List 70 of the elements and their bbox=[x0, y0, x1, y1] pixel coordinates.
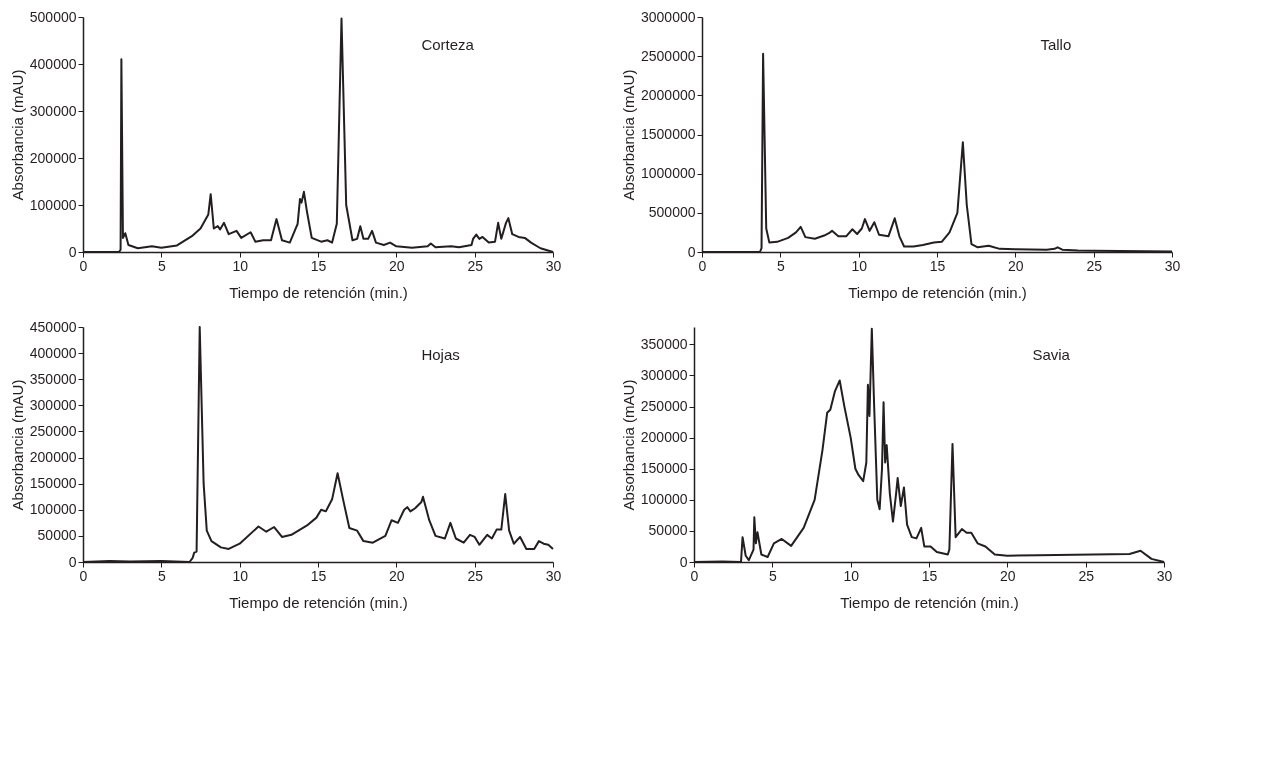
y-tick-label: 50000 bbox=[37, 527, 77, 544]
y-tick-label: 100000 bbox=[29, 501, 77, 518]
x-tick-label: 30 bbox=[545, 257, 562, 274]
x-tick-label: 0 bbox=[79, 567, 88, 584]
x-tick-label: 25 bbox=[1086, 257, 1103, 274]
x-tick-label: 30 bbox=[1156, 567, 1173, 584]
x-tick-label: 25 bbox=[467, 257, 484, 274]
y-tick-label: 200000 bbox=[29, 149, 77, 166]
x-tick-label: 0 bbox=[79, 257, 88, 274]
x-tick-label: 5 bbox=[768, 567, 777, 584]
y-tick-label: 350000 bbox=[29, 370, 77, 387]
x-axis-title: Tiempo de retención (min.) bbox=[848, 283, 1027, 301]
y-tick-label: 50000 bbox=[648, 522, 688, 539]
x-tick-label: 20 bbox=[1000, 567, 1016, 584]
y-tick-label: 2500000 bbox=[640, 47, 696, 64]
y-tick-label: 300000 bbox=[640, 366, 688, 383]
y-axis-title: Absorbancia (mAU) bbox=[620, 69, 637, 201]
y-axis-title: Absorbancia (mAU) bbox=[619, 379, 637, 511]
y-tick-label: 0 bbox=[68, 553, 77, 570]
x-tick-label: 0 bbox=[698, 257, 707, 274]
x-tick-label: 5 bbox=[157, 257, 166, 274]
x-tick-label: 15 bbox=[929, 257, 946, 274]
y-tick-label: 0 bbox=[679, 553, 688, 570]
y-tick-label: 250000 bbox=[640, 398, 688, 415]
y-tick-label: 3000000 bbox=[640, 8, 696, 25]
y-tick-label: 150000 bbox=[29, 475, 77, 492]
y-tick-label: 2000000 bbox=[640, 86, 696, 103]
y-tick-label: 300000 bbox=[29, 396, 77, 413]
y-axis-title: Absorbancia (mAU) bbox=[8, 69, 26, 201]
y-tick-label: 0 bbox=[68, 243, 77, 260]
x-tick-label: 15 bbox=[310, 567, 327, 584]
x-tick-label: 20 bbox=[389, 257, 405, 274]
annotation: Tallo bbox=[1040, 36, 1072, 53]
x-axis-title: Tiempo de retención (min.) bbox=[840, 593, 1019, 611]
x-tick-label: 5 bbox=[776, 257, 785, 274]
y-tick-label: 500000 bbox=[29, 8, 77, 25]
annotation: Hojas bbox=[421, 346, 460, 363]
x-tick-label: 25 bbox=[1078, 567, 1095, 584]
x-tick-label: 20 bbox=[1008, 257, 1024, 274]
y-tick-label: 450000 bbox=[29, 318, 77, 335]
x-axis-title: Tiempo de retención (min.) bbox=[229, 283, 408, 301]
y-tick-label: 100000 bbox=[29, 196, 77, 213]
y-tick-label: 250000 bbox=[29, 422, 77, 439]
y-tick-label: 1500000 bbox=[640, 126, 696, 142]
y-tick-label: 400000 bbox=[29, 344, 77, 361]
x-tick-label: 30 bbox=[545, 567, 562, 584]
y-tick-label: 200000 bbox=[640, 429, 688, 446]
y-tick-label: 500000 bbox=[648, 204, 696, 221]
y-tick-label: 350000 bbox=[640, 335, 688, 352]
x-tick-label: 5 bbox=[157, 567, 166, 584]
x-tick-label: 10 bbox=[851, 257, 868, 274]
annotation: Savia bbox=[1032, 346, 1071, 363]
y-tick-label: 100000 bbox=[640, 491, 688, 508]
x-axis-title: Tiempo de retención (min.) bbox=[229, 593, 408, 611]
y-tick-label: 1000000 bbox=[640, 165, 696, 182]
y-tick-label: 400000 bbox=[29, 55, 77, 72]
annotation: Corteza bbox=[421, 36, 475, 53]
y-tick-label: 200000 bbox=[29, 449, 77, 466]
x-tick-label: 30 bbox=[1164, 257, 1181, 274]
y-tick-label: 0 bbox=[687, 243, 696, 260]
y-tick-label: 300000 bbox=[29, 102, 77, 119]
x-tick-label: 20 bbox=[389, 567, 405, 584]
y-axis-title: Absorbancia (mAU) bbox=[8, 379, 26, 511]
x-tick-label: 10 bbox=[232, 567, 249, 584]
y-tick-label: 150000 bbox=[640, 460, 688, 477]
x-tick-label: 15 bbox=[921, 567, 938, 584]
x-tick-label: 15 bbox=[310, 257, 327, 274]
x-tick-label: 25 bbox=[467, 567, 484, 584]
x-tick-label: 10 bbox=[232, 257, 249, 274]
x-tick-label: 10 bbox=[843, 567, 860, 584]
